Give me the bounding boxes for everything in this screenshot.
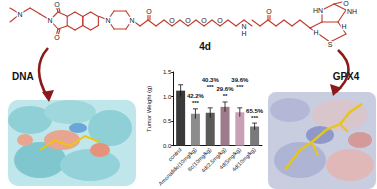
- svg-text:1.5: 1.5: [163, 69, 172, 75]
- svg-text:O: O: [54, 34, 60, 41]
- svg-text:39.6%: 39.6%: [231, 77, 249, 83]
- svg-text:O: O: [217, 17, 223, 24]
- svg-text:Amonafide(10mg/kg): Amonafide(10mg/kg): [157, 146, 198, 187]
- svg-text:O: O: [146, 8, 152, 15]
- svg-text:4d: 4d: [199, 41, 211, 52]
- svg-text:0.5: 0.5: [163, 118, 172, 124]
- svg-text:O: O: [54, 1, 60, 8]
- svg-text:**: **: [223, 93, 228, 99]
- svg-text:65.5%: 65.5%: [246, 108, 264, 114]
- svg-text:S: S: [328, 41, 333, 48]
- svg-text:8c(10mg/kg): 8c(10mg/kg): [186, 146, 213, 173]
- svg-text:29.6%: 29.6%: [217, 86, 235, 92]
- svg-text:***: ***: [251, 115, 259, 121]
- svg-text:***: ***: [207, 84, 215, 90]
- svg-text:O: O: [169, 17, 175, 24]
- svg-text:DNA: DNA: [12, 71, 34, 82]
- svg-text:1.0: 1.0: [163, 94, 172, 100]
- svg-text:4d(2.5mg/kg): 4d(2.5mg/kg): [200, 146, 228, 174]
- svg-text:4d(5mg/kg): 4d(5mg/kg): [218, 146, 242, 171]
- svg-text:N: N: [105, 17, 110, 24]
- svg-text:N: N: [241, 23, 246, 30]
- svg-text:Tumor Weight (g): Tumor Weight (g): [146, 86, 152, 132]
- svg-text:NH: NH: [347, 8, 357, 15]
- svg-text:N: N: [129, 17, 134, 24]
- svg-text:4d(10mg/kg): 4d(10mg/kg): [231, 146, 257, 172]
- svg-text:GPX4: GPX4: [333, 71, 360, 82]
- svg-text:***: ***: [236, 84, 244, 90]
- svg-text:H: H: [313, 29, 318, 36]
- svg-text:control: control: [166, 146, 183, 163]
- svg-text:N: N: [17, 11, 22, 18]
- svg-text:O: O: [343, 0, 349, 7]
- svg-text:40.3%: 40.3%: [202, 77, 220, 83]
- svg-text:O: O: [266, 8, 272, 15]
- svg-text:N: N: [47, 17, 52, 24]
- svg-text:H: H: [341, 23, 346, 30]
- svg-text:42.2%: 42.2%: [187, 93, 205, 99]
- svg-text:HN: HN: [313, 7, 323, 14]
- svg-text:H: H: [241, 30, 246, 37]
- svg-text:***: ***: [192, 100, 200, 106]
- svg-text:O: O: [201, 17, 207, 24]
- svg-text:O: O: [185, 17, 191, 24]
- svg-text:0.0: 0.0: [163, 143, 172, 149]
